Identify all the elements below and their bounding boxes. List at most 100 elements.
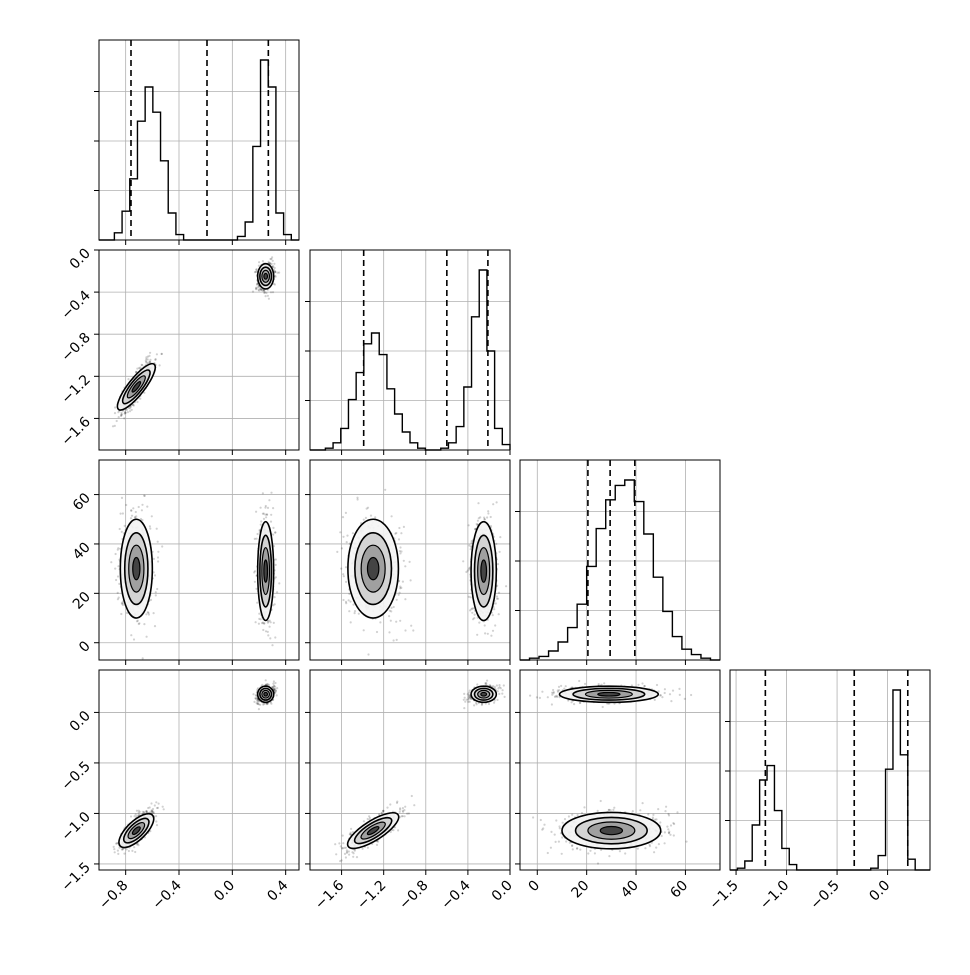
sample-point <box>257 286 259 288</box>
sample-point <box>388 631 390 633</box>
sample-point <box>258 289 260 291</box>
sample-points <box>110 492 280 660</box>
sample-point <box>272 291 274 293</box>
sample-point <box>274 636 276 638</box>
sample-point <box>349 601 351 603</box>
sample-point <box>498 613 500 615</box>
sample-point <box>260 520 262 522</box>
sample-point <box>398 538 400 540</box>
sample-point <box>263 518 265 520</box>
sample-point <box>149 361 151 363</box>
sample-point <box>346 541 348 543</box>
sample-point <box>274 532 276 534</box>
sample-point <box>114 406 116 408</box>
sample-point <box>157 551 159 553</box>
sample-point <box>262 513 264 515</box>
sample-point <box>145 362 147 364</box>
sample-point <box>277 272 279 274</box>
histogram-panel <box>725 670 930 870</box>
sample-point <box>147 358 149 360</box>
sample-point <box>137 843 139 845</box>
sample-point <box>403 560 405 562</box>
sample-point <box>149 525 151 527</box>
sample-point <box>350 621 352 623</box>
sample-point <box>470 542 472 544</box>
sample-point <box>342 536 344 538</box>
sample-point <box>492 630 494 632</box>
sample-point <box>115 553 117 555</box>
sample-point <box>155 358 157 360</box>
histogram-step <box>730 690 930 870</box>
sample-point <box>273 622 275 624</box>
sample-point <box>404 629 406 631</box>
sample-point <box>157 556 159 558</box>
sample-point <box>254 581 256 583</box>
sample-point <box>367 507 369 509</box>
sample-point <box>117 565 119 567</box>
sample-point <box>133 638 135 640</box>
sample-point <box>256 268 258 270</box>
panel-frame <box>310 250 510 450</box>
sample-points <box>112 256 280 427</box>
sample-point <box>404 598 406 600</box>
sample-point <box>252 291 254 293</box>
sample-point <box>467 570 469 572</box>
sample-point <box>127 378 129 380</box>
sample-point <box>161 545 163 547</box>
sample-point <box>125 412 127 414</box>
sample-point <box>399 620 401 622</box>
scatter-panel <box>310 460 510 660</box>
sample-point <box>271 644 273 646</box>
sample-point <box>123 853 125 855</box>
sample-point <box>492 503 494 505</box>
sample-point <box>494 624 496 626</box>
sample-point <box>131 515 133 517</box>
sample-point <box>342 599 344 601</box>
histogram-panel <box>94 40 299 240</box>
sample-point <box>113 846 115 848</box>
sample-point <box>267 631 269 633</box>
sample-point <box>400 532 402 534</box>
sample-point <box>339 531 341 533</box>
sample-point <box>490 516 492 518</box>
sample-point <box>352 604 354 606</box>
sample-point <box>114 425 116 427</box>
sample-point <box>146 636 148 638</box>
sample-point <box>141 364 143 366</box>
sample-point <box>499 536 501 538</box>
sample-point <box>120 513 122 515</box>
sample-point <box>352 532 354 534</box>
sample-point <box>136 401 138 403</box>
sample-point <box>155 815 157 817</box>
sample-point <box>487 510 489 512</box>
sample-point <box>476 634 478 636</box>
sample-point <box>270 492 272 494</box>
sample-point <box>499 551 501 553</box>
sample-point <box>147 612 149 614</box>
sample-point <box>400 550 402 552</box>
sample-point <box>148 355 150 357</box>
sample-point <box>462 560 464 562</box>
sample-point <box>388 615 390 617</box>
sample-point <box>357 498 359 500</box>
sample-point <box>399 586 401 588</box>
sample-point <box>255 621 257 623</box>
sample-point <box>121 497 123 499</box>
sample-point <box>161 353 163 355</box>
sample-point <box>336 551 338 553</box>
sample-point <box>267 507 269 509</box>
sample-point <box>278 582 280 584</box>
sample-point <box>141 509 143 511</box>
sample-point <box>484 624 486 626</box>
sample-point <box>133 846 135 848</box>
sample-point <box>270 521 272 523</box>
sample-point <box>253 571 255 573</box>
sample-point <box>493 608 495 610</box>
sample-point <box>155 801 157 803</box>
histogram-panel <box>515 460 720 660</box>
sample-point <box>156 353 158 355</box>
sample-point <box>370 515 372 517</box>
sample-point <box>341 547 343 549</box>
density-contour <box>367 558 378 580</box>
sample-point <box>258 623 260 625</box>
